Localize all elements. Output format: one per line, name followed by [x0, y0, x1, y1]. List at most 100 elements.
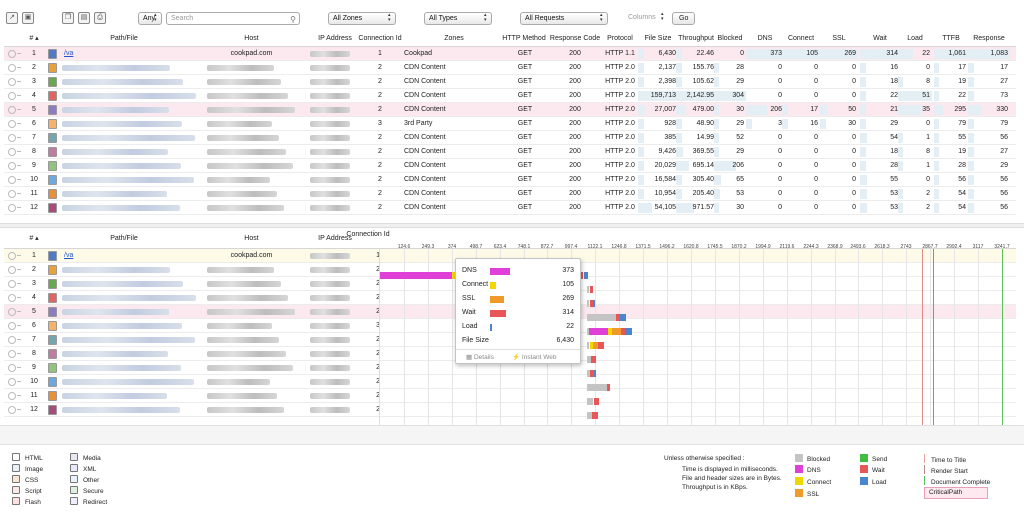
- waterfall-segment-load[interactable]: [583, 272, 588, 279]
- waterfall-segment-blocked[interactable]: [587, 328, 590, 335]
- row-options-icon[interactable]: [8, 92, 16, 100]
- details-link[interactable]: ▦ Details: [466, 354, 494, 361]
- waterfall-segment-wait[interactable]: [591, 356, 597, 363]
- go-button[interactable]: Go: [672, 11, 696, 25]
- instant-web-link[interactable]: ⚡ Instant Web: [512, 354, 557, 361]
- search-input[interactable]: Search ⚲: [166, 11, 300, 25]
- column-header[interactable]: IP Address: [318, 35, 352, 42]
- row-options-icon[interactable]: [8, 350, 16, 358]
- column-header[interactable]: Host: [244, 235, 259, 242]
- waterfall-segment-blocked[interactable]: [587, 370, 591, 377]
- row-options-icon[interactable]: [8, 308, 16, 316]
- cell-path[interactable]: /va: [64, 252, 74, 259]
- waterfall-segment-blocked[interactable]: [587, 384, 607, 391]
- row-options-icon[interactable]: [8, 406, 16, 414]
- row-options-icon[interactable]: [8, 294, 16, 302]
- table-row[interactable]: 8 2 CDN Content GET 200 HTTP 2.0 9,426 369.55 29…: [4, 145, 1016, 159]
- row-options-icon[interactable]: [8, 266, 16, 274]
- column-header[interactable]: IP Address: [318, 235, 352, 242]
- row-options-icon[interactable]: [8, 78, 16, 86]
- waterfall-segment-blocked[interactable]: [587, 286, 590, 293]
- column-header[interactable]: DNS: [757, 35, 773, 42]
- column-header[interactable]: Path/File: [110, 35, 138, 42]
- column-header[interactable]: File Size: [644, 35, 672, 42]
- waterfall-segment-connect[interactable]: [589, 342, 593, 349]
- row-options-icon[interactable]: [8, 134, 16, 142]
- row-options-icon[interactable]: [8, 120, 16, 128]
- waterfall-segment-ssl[interactable]: [611, 328, 622, 335]
- waterfall-segment-wait[interactable]: [598, 342, 604, 349]
- column-header[interactable]: Connect: [787, 35, 815, 42]
- table-row[interactable]: 9 2 CDN Content GET 200 HTTP 2.0 20,029 695.14 2…: [4, 159, 1016, 173]
- waterfall-segment-blocked[interactable]: [587, 314, 616, 321]
- print-icon[interactable]: ⎙: [94, 12, 106, 24]
- column-header[interactable]: # ▴: [29, 35, 39, 42]
- waterfall-segment-load[interactable]: [593, 300, 595, 307]
- row-options-icon[interactable]: [8, 106, 16, 114]
- waterfall-segment-load[interactable]: [625, 328, 632, 335]
- row-options-icon[interactable]: [8, 64, 16, 72]
- row-options-icon[interactable]: [8, 204, 16, 212]
- row-options-icon[interactable]: [8, 148, 16, 156]
- column-header[interactable]: HTTP Method: [502, 35, 546, 42]
- table-row[interactable]: 11 2 CDN Content GET 200 HTTP 2.0 10,954 205.40…: [4, 187, 1016, 201]
- row-options-icon[interactable]: [8, 322, 16, 330]
- column-header[interactable]: Protocol: [607, 35, 633, 42]
- table-row[interactable]: 1/va cookpad.com 1 Cookpad GET 200 HTTP 1.1 6,4…: [4, 47, 1016, 61]
- waterfall-segment-wait[interactable]: [590, 370, 594, 377]
- column-header[interactable]: # ▴: [29, 235, 39, 242]
- waterfall-segment-blocked[interactable]: [587, 342, 590, 349]
- waterfall-segment-dns[interactable]: [589, 328, 609, 335]
- column-header[interactable]: Throughput: [678, 35, 714, 42]
- row-options-icon[interactable]: [8, 162, 16, 170]
- filter-any-select[interactable]: Any: [138, 11, 162, 25]
- waterfall-segment-connect[interactable]: [608, 328, 612, 335]
- column-header[interactable]: SSL: [832, 35, 846, 42]
- table-row[interactable]: 4 2 CDN Content GET 200 HTTP 2.0 159,713 2,142.…: [4, 89, 1016, 103]
- row-options-icon[interactable]: [8, 280, 16, 288]
- column-header[interactable]: Host: [244, 35, 259, 42]
- zones-select[interactable]: All Zones: [328, 11, 396, 25]
- row-options-icon[interactable]: [8, 190, 16, 198]
- column-header[interactable]: Response: [973, 35, 1005, 42]
- types-select[interactable]: All Types: [424, 11, 492, 25]
- row-options-icon[interactable]: [8, 364, 16, 372]
- waterfall-segment-wait[interactable]: [607, 384, 610, 391]
- splitter[interactable]: [0, 223, 1024, 228]
- table-row[interactable]: 6 3 3rd Party GET 200 HTTP 2.0 928 48.90 29 3 16 30…: [4, 117, 1016, 131]
- row-options-icon[interactable]: [8, 336, 16, 344]
- row-options-icon[interactable]: [8, 378, 16, 386]
- row-options-icon[interactable]: [8, 50, 16, 58]
- row-options-icon[interactable]: [8, 252, 16, 260]
- column-header[interactable]: Connection Id: [346, 231, 390, 238]
- copy-icon[interactable]: ❐: [62, 12, 74, 24]
- row-options-icon[interactable]: [8, 176, 16, 184]
- paste-icon[interactable]: ▤: [78, 12, 90, 24]
- column-header[interactable]: Load: [907, 35, 923, 42]
- column-header[interactable]: Wait: [873, 35, 887, 42]
- waterfall-segment-wait[interactable]: [592, 412, 598, 419]
- requests-select[interactable]: All Requests: [520, 11, 608, 25]
- table-row[interactable]: 11 2: [4, 389, 1016, 403]
- waterfall-segment-wait[interactable]: [621, 328, 626, 335]
- column-header[interactable]: Connection Id: [358, 35, 402, 42]
- table-row[interactable]: 5 2 CDN Content GET 200 HTTP 2.0 27,007 479.00 3…: [4, 103, 1016, 117]
- table-row[interactable]: 10 2: [4, 375, 1016, 389]
- table-row[interactable]: 7 2 CDN Content GET 200 HTTP 2.0 385 14.99 52 0 0 0…: [4, 131, 1016, 145]
- column-header[interactable]: Response Code: [549, 35, 601, 42]
- waterfall-segment-blocked[interactable]: [587, 356, 591, 363]
- columns-menu[interactable]: Columns: [624, 12, 668, 25]
- waterfall-segment-wait[interactable]: [616, 314, 621, 321]
- waterfall-segment-wait[interactable]: [589, 286, 593, 293]
- cell-path[interactable]: /va: [64, 50, 74, 57]
- waterfall-segment-dns[interactable]: [380, 272, 452, 279]
- table-row[interactable]: 3 2 CDN Content GET 200 HTTP 2.0 2,398 105.62 29…: [4, 75, 1016, 89]
- column-header[interactable]: Zones: [444, 35, 464, 42]
- waterfall-segment-blocked[interactable]: [587, 398, 594, 405]
- waterfall-segment-load[interactable]: [593, 370, 596, 377]
- waterfall-segment-blocked[interactable]: [587, 300, 590, 307]
- column-header[interactable]: Blocked: [717, 35, 743, 42]
- waterfall-segment-wait[interactable]: [593, 398, 599, 405]
- waterfall-segment-wait[interactable]: [589, 300, 593, 307]
